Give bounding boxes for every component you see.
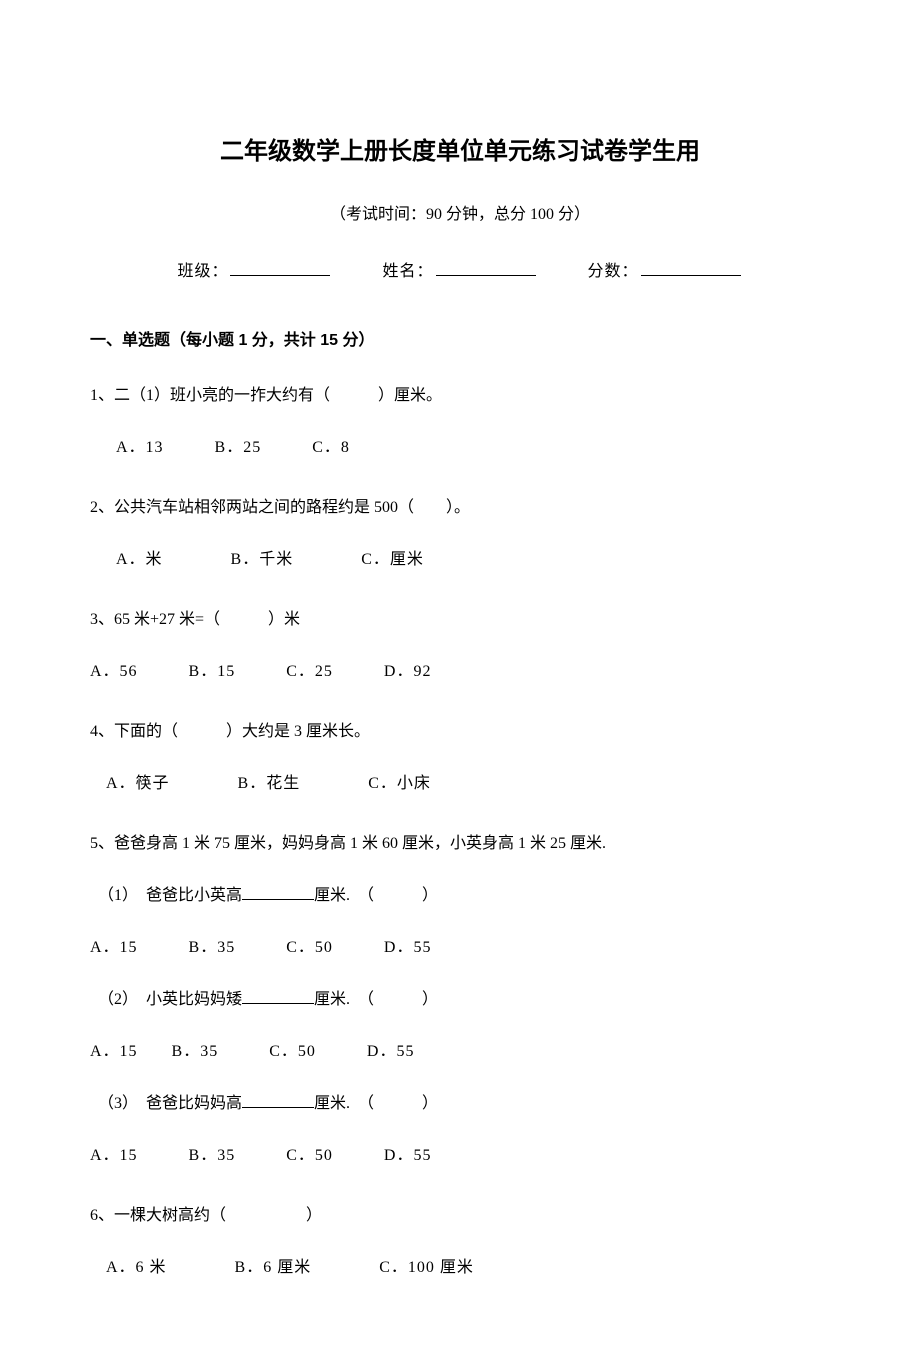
page-container: 二年级数学上册长度单位单元练习试卷学生用 （考试时间：90 分钟，总分 100 … — [0, 0, 920, 1372]
question-1-options: A．13 B．25 C．8 — [90, 432, 830, 464]
question-5-sub3-blank — [242, 1095, 314, 1108]
question-5-sub2: （2） 小英比妈妈矮 厘米. （ ） — [90, 984, 830, 1016]
question-3: 3、65 米+27 米=（ ）米 A．56 B．15 C．25 D．92 — [90, 604, 830, 688]
question-5-sub1: （1） 爸爸比小英高 厘米. （ ） — [90, 880, 830, 912]
score-blank — [641, 261, 741, 276]
question-4-text: 4、下面的（ ）大约是 3 厘米长。 — [90, 716, 830, 748]
question-4: 4、下面的（ ）大约是 3 厘米长。 A．筷子 B．花生 C．小床 — [90, 716, 830, 800]
question-5-stem: 5、爸爸身高 1 米 75 厘米，妈妈身高 1 米 60 厘米，小英身高 1 米… — [90, 828, 830, 860]
question-5-sub1-blank — [242, 887, 314, 900]
question-5-sub3-pre: （3） 爸爸比妈妈高 — [98, 1095, 242, 1112]
question-6-text: 6、一棵大树高约（ ） — [90, 1200, 830, 1232]
question-6: 6、一棵大树高约（ ） A．6 米 B．6 厘米 C．100 厘米 — [90, 1200, 830, 1284]
question-5-sub1-pre: （1） 爸爸比小英高 — [98, 887, 242, 904]
question-1: 1、二（1）班小亮的一拃大约有（ ）厘米。 A．13 B．25 C．8 — [90, 380, 830, 464]
question-5-sub2-post: 厘米. （ ） — [314, 991, 438, 1008]
score-label: 分数： — [588, 263, 639, 280]
question-6-options: A．6 米 B．6 厘米 C．100 厘米 — [90, 1252, 830, 1284]
name-label: 姓名： — [382, 263, 433, 280]
question-5-sub2-options: A．15 B．35 C．50 D．55 — [90, 1036, 830, 1068]
question-2-text: 2、公共汽车站相邻两站之间的路程约是 500（ ）。 — [90, 492, 830, 524]
question-5-sub3-post: 厘米. （ ） — [314, 1095, 438, 1112]
question-5-sub2-pre: （2） 小英比妈妈矮 — [98, 991, 242, 1008]
question-5-sub3-options: A．15 B．35 C．50 D．55 — [90, 1140, 830, 1172]
question-5-sub1-post: 厘米. （ ） — [314, 887, 438, 904]
exam-meta: （考试时间：90 分钟，总分 100 分） — [90, 201, 830, 230]
question-4-options: A．筷子 B．花生 C．小床 — [90, 768, 830, 800]
class-label: 班级： — [177, 263, 228, 280]
question-5-sub1-options: A．15 B．35 C．50 D．55 — [90, 932, 830, 964]
page-title: 二年级数学上册长度单位单元练习试卷学生用 — [90, 130, 830, 173]
question-5: 5、爸爸身高 1 米 75 厘米，妈妈身高 1 米 60 厘米，小英身高 1 米… — [90, 828, 830, 1172]
question-5-sub3: （3） 爸爸比妈妈高 厘米. （ ） — [90, 1088, 830, 1120]
question-2-options: A．米 B．千米 C．厘米 — [90, 544, 830, 576]
question-2: 2、公共汽车站相邻两站之间的路程约是 500（ ）。 A．米 B．千米 C．厘米 — [90, 492, 830, 576]
question-3-options: A．56 B．15 C．25 D．92 — [90, 656, 830, 688]
section-1-header: 一、单选题（每小题 1 分，共计 15 分） — [90, 327, 830, 356]
question-3-text: 3、65 米+27 米=（ ）米 — [90, 604, 830, 636]
question-5-sub2-blank — [242, 991, 314, 1004]
student-info-line: 班级： 姓名： 分数： — [90, 258, 830, 287]
question-1-text: 1、二（1）班小亮的一拃大约有（ ）厘米。 — [90, 380, 830, 412]
name-blank — [436, 261, 536, 276]
class-blank — [230, 261, 330, 276]
